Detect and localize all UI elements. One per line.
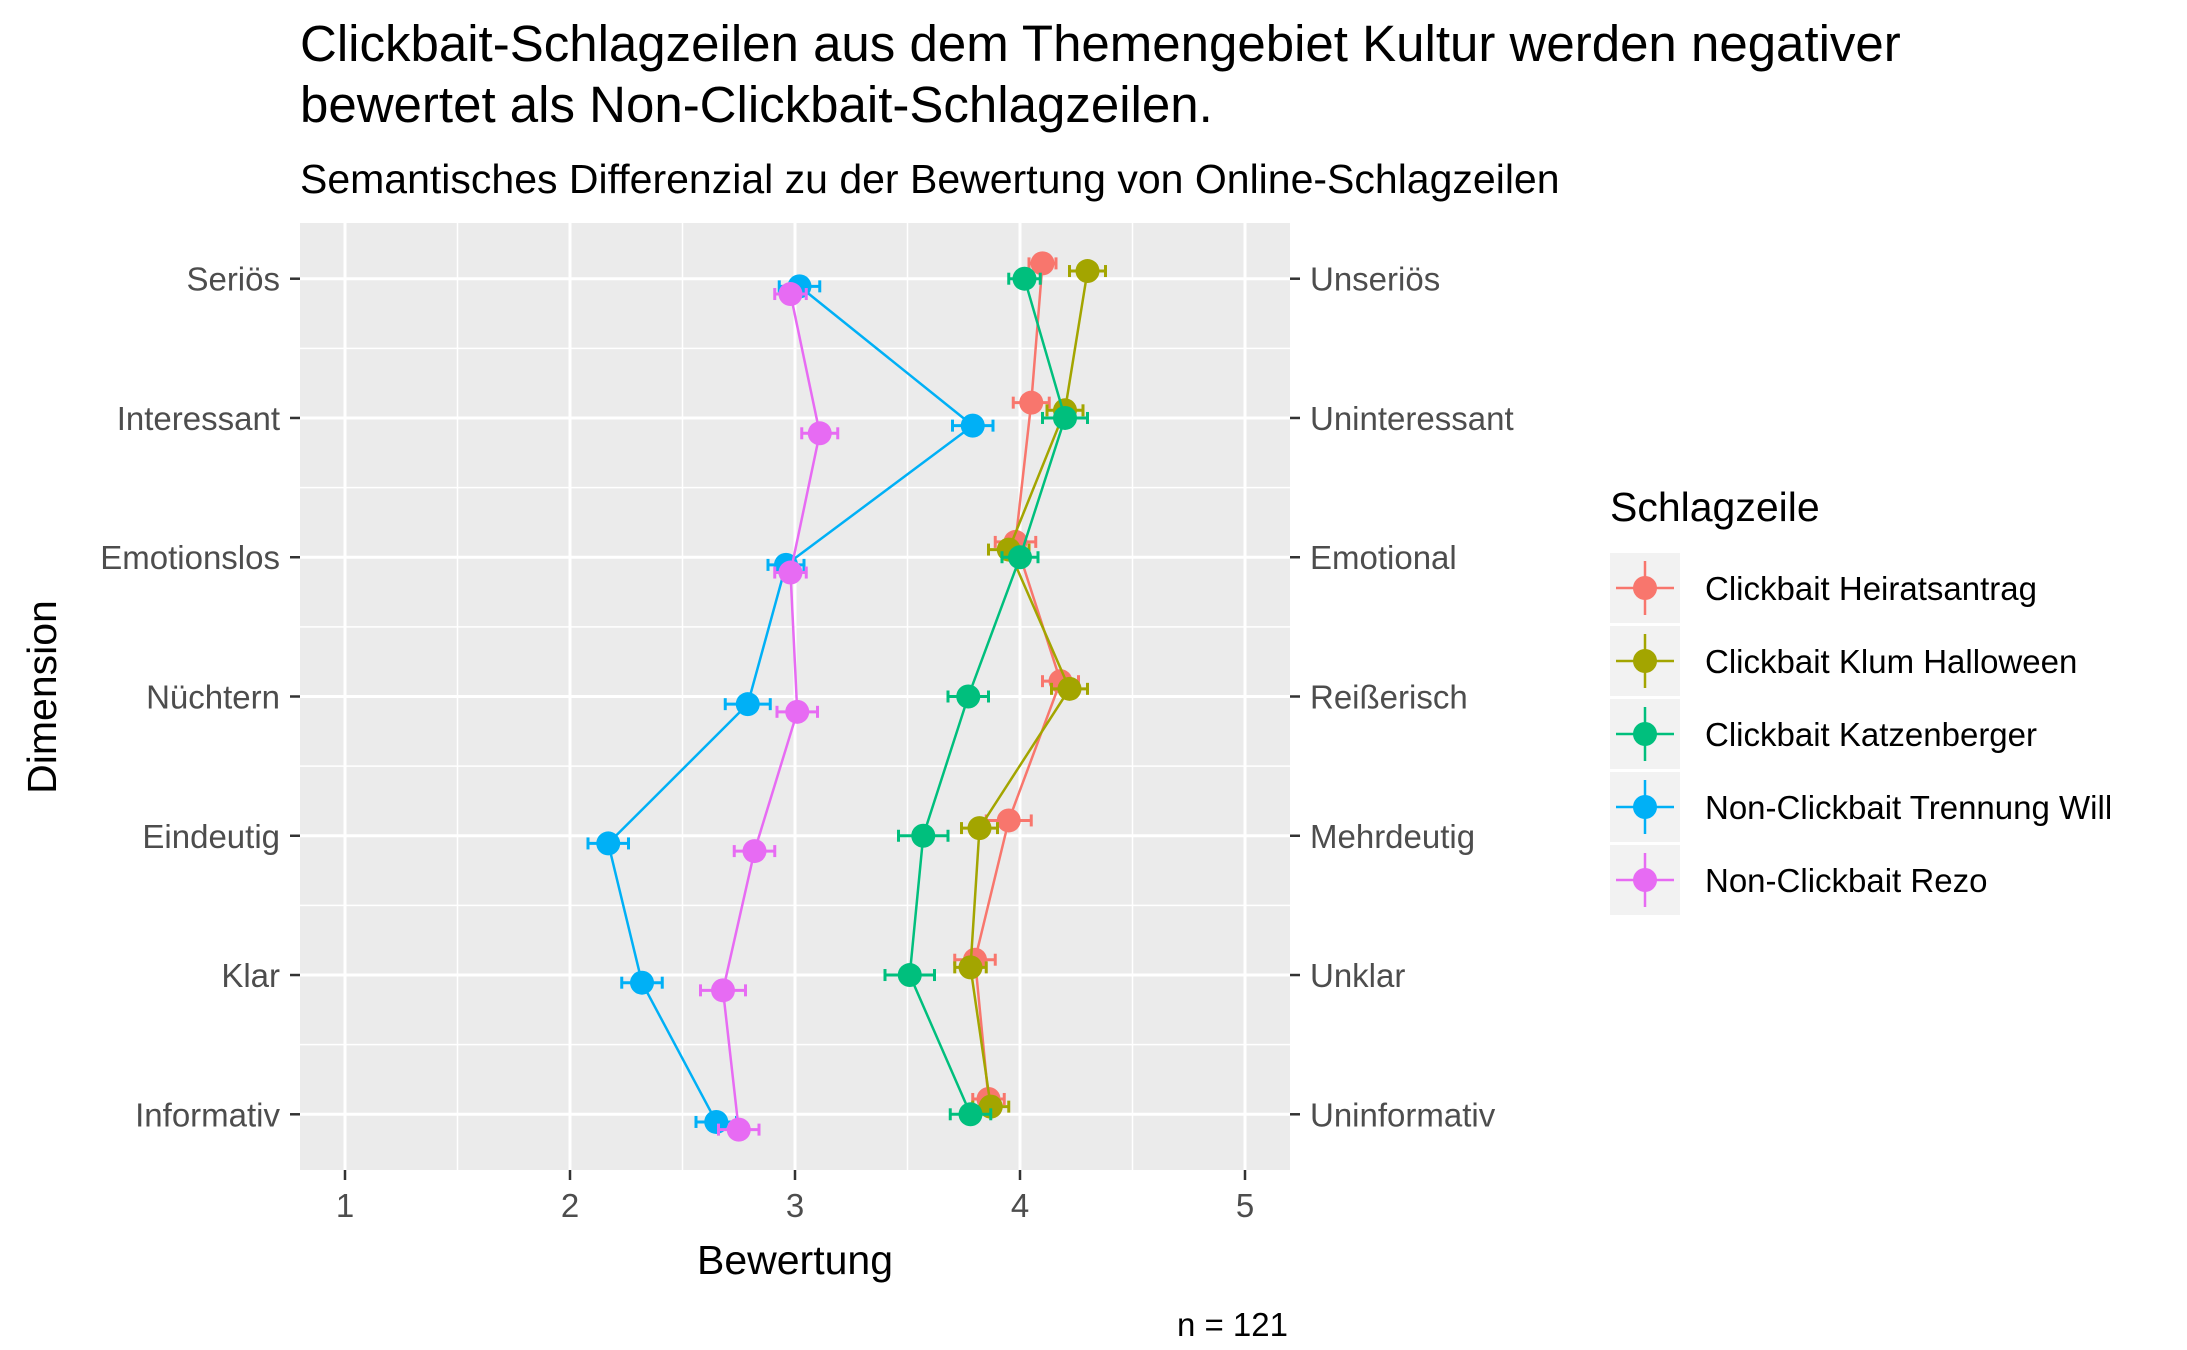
data-point xyxy=(785,699,810,724)
data-point xyxy=(1008,545,1032,570)
data-point xyxy=(1012,266,1037,291)
y-tick-label-left: Eindeutig xyxy=(142,818,280,855)
legend-item-2: Clickbait Klum Halloween xyxy=(1610,626,2077,696)
x-tick-label: 1 xyxy=(336,1187,354,1224)
legend-label: Non-Clickbait Trennung Will xyxy=(1705,789,2112,826)
data-point xyxy=(996,808,1021,833)
y-tick-label-left: Informativ xyxy=(135,1096,280,1133)
data-point xyxy=(1019,390,1044,415)
y-tick-label-left: Interessant xyxy=(117,400,280,437)
y-tick-label-right: Reißerisch xyxy=(1310,679,1468,716)
data-point xyxy=(630,970,654,995)
legend-title: Schlagzeile xyxy=(1610,484,1820,530)
x-tick-label: 4 xyxy=(1011,1187,1029,1224)
series-layer xyxy=(586,251,1107,1142)
axis-layer: 1 2 3 4 5 Seriös Unseriös Interessant Uninteress… xyxy=(100,261,1513,1224)
data-point xyxy=(956,684,981,709)
caption: n = 121 xyxy=(1177,1306,1288,1343)
data-point xyxy=(978,1094,1003,1119)
data-point xyxy=(711,978,735,1003)
data-point xyxy=(958,1102,983,1127)
y-tick-label-right: Unseriös xyxy=(1310,261,1440,298)
legend-item-5: Non-Clickbait Rezo xyxy=(1610,845,1987,915)
legend-key-point xyxy=(1633,722,1657,746)
y-axis-title: Dimension xyxy=(19,600,65,794)
legend: Clickbait Heiratsantrag Clickbait Klum Ha… xyxy=(1610,553,2112,915)
x-tick-label: 3 xyxy=(786,1187,804,1224)
x-axis-title: Bewertung xyxy=(697,1237,893,1283)
y-tick-label-right: Unklar xyxy=(1310,957,1405,994)
data-point xyxy=(778,282,803,307)
legend-label: Clickbait Katzenberger xyxy=(1705,716,2037,753)
chart-title-line-2: bewertet als Non-Clickbait-Schlagzeilen. xyxy=(300,76,1213,133)
data-point xyxy=(958,955,983,980)
grid-layer xyxy=(300,223,1290,1170)
y-tick-label-left: Nüchtern xyxy=(146,679,280,716)
y-tick-label-left: Seriös xyxy=(186,261,280,298)
data-point xyxy=(1053,405,1077,430)
data-point xyxy=(967,816,992,841)
chart-subtitle: Semantisches Differenzial zu der Bewertu… xyxy=(300,156,1560,202)
data-point xyxy=(742,839,767,864)
legend-item-1: Clickbait Heiratsantrag xyxy=(1610,553,2037,623)
x-tick-label: 2 xyxy=(561,1187,579,1224)
data-point xyxy=(735,692,760,717)
data-point xyxy=(911,823,936,848)
series-5 xyxy=(699,282,840,1142)
data-point xyxy=(1057,676,1082,701)
y-tick-label-right: Uninformativ xyxy=(1310,1096,1496,1133)
x-tick-label: 5 xyxy=(1236,1187,1254,1224)
data-point xyxy=(960,413,985,438)
legend-key-point xyxy=(1633,795,1657,819)
legend-label: Non-Clickbait Rezo xyxy=(1705,862,1987,899)
y-tick-label-right: Emotional xyxy=(1310,539,1457,576)
legend-key-point xyxy=(1633,868,1657,892)
data-point xyxy=(1030,251,1055,276)
y-tick-label-right: Mehrdeutig xyxy=(1310,818,1475,855)
data-point xyxy=(778,560,803,585)
series-3 xyxy=(883,266,1089,1127)
data-point xyxy=(596,831,621,856)
legend-label: Clickbait Klum Halloween xyxy=(1705,643,2077,680)
data-point xyxy=(726,1117,751,1142)
data-point xyxy=(807,421,832,446)
data-point xyxy=(704,1109,729,1134)
chart-title-line-1: Clickbait-Schlagzeilen aus dem Themengeb… xyxy=(300,15,1901,72)
y-tick-label-left: Emotionslos xyxy=(100,539,280,576)
data-point xyxy=(897,963,922,988)
legend-item-4: Non-Clickbait Trennung Will xyxy=(1610,772,2112,842)
series-2 xyxy=(953,259,1107,1119)
y-tick-label-right: Uninteressant xyxy=(1310,400,1514,437)
legend-key-point xyxy=(1633,576,1657,600)
legend-label: Clickbait Heiratsantrag xyxy=(1705,570,2037,607)
data-point xyxy=(1075,259,1100,284)
y-tick-label-left: Klar xyxy=(221,957,280,994)
legend-key-point xyxy=(1633,649,1657,673)
legend-item-3: Clickbait Katzenberger xyxy=(1610,699,2037,769)
